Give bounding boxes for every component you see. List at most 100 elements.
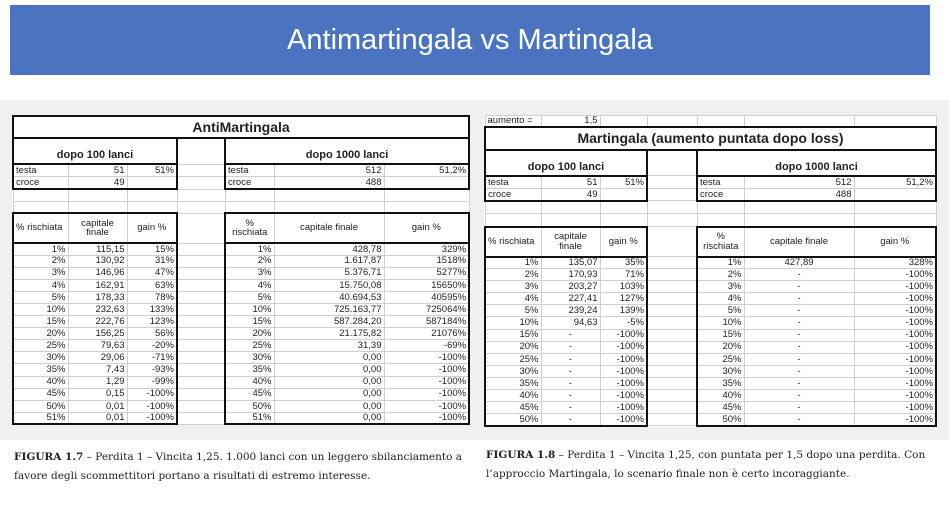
spacer-cell — [176, 375, 226, 389]
cell: - — [540, 340, 601, 354]
spacer-cell — [176, 411, 226, 425]
table-row: 15% - -100% 15% - -100% — [484, 328, 937, 342]
cell: 3% — [224, 266, 275, 280]
cell: - — [743, 413, 855, 427]
cell: 30% — [224, 351, 275, 365]
cell: 139% — [599, 304, 648, 318]
caption-text: – Perdita 1 – Vincita 1,25, con puntata … — [486, 449, 926, 480]
cell: 50% — [12, 399, 69, 413]
cell: 10% — [12, 302, 69, 317]
cell: - — [743, 340, 855, 354]
cell: 512 — [743, 174, 855, 189]
spacer-cell — [176, 278, 226, 292]
table-row: 20% - -100% 20% - -100% — [484, 340, 937, 354]
spacer-cell — [176, 399, 226, 413]
table-row: 4% 227,41 127% 4% - -100% — [484, 292, 937, 306]
table-row: 40% 1,29 -99% 40% 0,00 -100% — [12, 375, 471, 389]
cell: - — [540, 389, 601, 403]
spacer-cell — [176, 302, 226, 317]
cell: 29,06 — [67, 351, 128, 365]
cell: -100% — [599, 413, 648, 427]
cell: 49 — [67, 175, 128, 190]
col-header: gain % — [126, 212, 178, 244]
table-row: 3% 146,96 47% 3% 5.376,71 5277% — [12, 266, 471, 280]
col-header: capitale finale — [743, 225, 855, 258]
spacer-cell — [646, 328, 698, 342]
table-row: 25% - -100% 25% - -100% — [484, 352, 937, 366]
cell: - — [743, 280, 855, 294]
table-row: 2% 170,93 71% 2% - -100% — [484, 268, 937, 282]
cell: - — [743, 292, 855, 306]
cell: -100% — [599, 376, 648, 391]
col-header: gain % — [599, 225, 648, 258]
cell: 427,89 — [743, 255, 855, 270]
table-title: AntiMartingala — [11, 115, 471, 139]
cell: 51 — [67, 163, 128, 177]
label: croce — [484, 188, 542, 202]
slide-title-banner: Antimartingala vs Martingala — [10, 5, 930, 75]
col-header: capitale finale — [540, 225, 601, 258]
cell: -100% — [126, 387, 178, 401]
cell: 222,76 — [67, 315, 128, 329]
cell: 203,27 — [540, 280, 601, 294]
cell: 5% — [484, 304, 542, 318]
col-header: % rischiata — [12, 212, 69, 244]
cell: 232,63 — [67, 302, 128, 317]
cell: -100% — [853, 364, 937, 378]
cell: -100% — [853, 268, 937, 282]
cell: 156,25 — [67, 327, 128, 341]
cell: 1,29 — [67, 375, 128, 389]
cell: 3% — [484, 280, 542, 294]
cell: - — [743, 304, 855, 318]
cell: 51,2% — [853, 174, 937, 189]
cell: 227,41 — [540, 292, 601, 306]
cell: 178,33 — [67, 290, 128, 304]
cell: -100% — [126, 399, 178, 413]
cell: -100% — [853, 328, 937, 342]
cell: -20% — [126, 339, 178, 353]
spacer-cell — [176, 387, 226, 401]
cell: 20% — [484, 340, 542, 354]
cell: -100% — [853, 401, 937, 415]
table-row: 45% 0,15 -100% 45% 0,00 -100% — [12, 387, 471, 401]
table-row: 35% 7,43 -93% 35% 0,00 -100% — [12, 363, 471, 377]
cell: 2% — [224, 254, 275, 268]
cell: 71% — [599, 268, 648, 282]
cell: 15% — [696, 328, 745, 342]
cell: 146,96 — [67, 266, 128, 280]
aumento-value: 1,5 — [540, 115, 601, 127]
cell: 3% — [12, 266, 69, 280]
cell: -69% — [383, 339, 471, 353]
cell: 15% — [12, 315, 69, 329]
cell: 15% — [224, 315, 275, 329]
cell: 40595% — [383, 290, 471, 304]
spacer-cell — [646, 316, 698, 330]
cell: 51 — [540, 174, 601, 189]
spacer-cell — [176, 290, 226, 304]
cell: 40% — [12, 375, 69, 389]
spacer-cell — [176, 351, 226, 365]
cell: - — [743, 352, 855, 366]
cell: 20% — [696, 340, 745, 354]
cell: -100% — [599, 364, 648, 378]
cell: 21.175,82 — [273, 327, 385, 341]
cell: 5% — [224, 290, 275, 304]
cell: 162,91 — [67, 278, 128, 292]
cell: 1% — [696, 255, 745, 270]
header-1000: dopo 1000 lanci — [696, 149, 937, 176]
table-row: 3% 203,27 103% 3% - -100% — [484, 280, 937, 294]
caption-figure-1-7: FIGURA 1.7 – Perdita 1 – Vincita 1,25. 1… — [14, 448, 464, 486]
cell: -100% — [383, 411, 471, 426]
cell: 170,93 — [540, 268, 601, 282]
table-row: 10% 94,63 -5% 10% - -100% — [484, 316, 937, 330]
cell: 10% — [224, 302, 275, 317]
cell: 20% — [224, 327, 275, 341]
cell: - — [540, 328, 601, 342]
cell: 40% — [484, 389, 542, 403]
cell: 40% — [224, 375, 275, 389]
cell: 1% — [12, 242, 69, 256]
table-row: 4% 162,91 63% 4% 15.750,08 15650% — [12, 278, 471, 292]
cell: 0,00 — [273, 375, 385, 389]
cell: 31,39 — [273, 339, 385, 353]
spacer-cell — [646, 401, 698, 415]
